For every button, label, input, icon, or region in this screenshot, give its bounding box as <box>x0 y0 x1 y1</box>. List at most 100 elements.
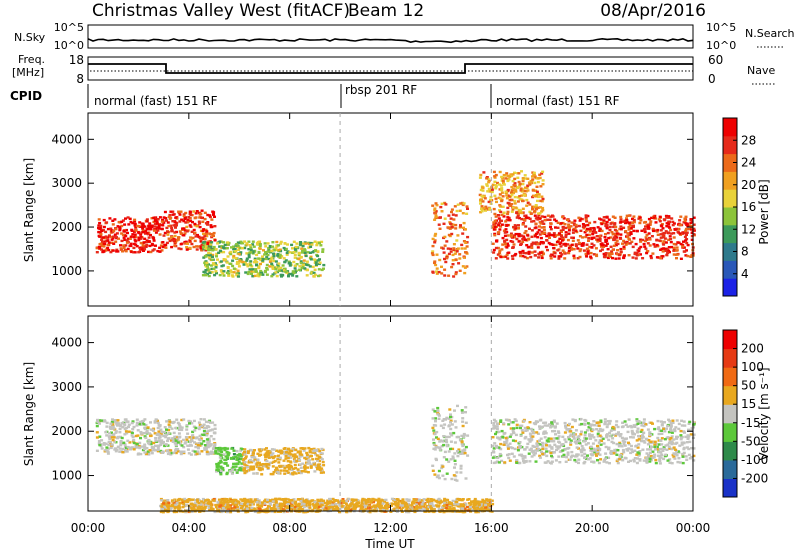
heatmap-cell <box>154 244 157 247</box>
heatmap-cell <box>438 216 442 219</box>
heatmap-cell <box>684 229 688 232</box>
heatmap-cell <box>174 447 178 451</box>
heatmap-cell <box>199 437 203 440</box>
heatmap-cell <box>192 228 196 232</box>
heatmap-cell <box>395 502 399 505</box>
heatmap-cell <box>548 233 552 237</box>
heatmap-cell <box>336 499 340 502</box>
heatmap-cell <box>683 217 687 220</box>
heatmap-cell <box>128 217 132 220</box>
heatmap-cell <box>292 458 296 461</box>
heatmap-cell <box>149 442 153 446</box>
heatmap-cell <box>280 275 283 278</box>
heatmap-cell <box>532 194 536 198</box>
heatmap-cell <box>235 500 239 503</box>
heatmap-cell <box>203 447 207 450</box>
heatmap-cell <box>513 195 517 199</box>
heatmap-cell <box>216 242 220 245</box>
heatmap-cell <box>485 177 489 180</box>
heatmap-cell <box>304 242 308 245</box>
heatmap-cell <box>435 253 439 256</box>
heatmap-cell <box>185 225 189 229</box>
heatmap-cell <box>490 188 494 191</box>
heatmap-cell <box>596 238 600 241</box>
heatmap-cell <box>557 257 561 260</box>
heatmap-cell <box>684 239 687 242</box>
heatmap-cell <box>251 268 255 271</box>
heatmap-cell <box>219 260 223 263</box>
heatmap-cell <box>400 504 404 507</box>
heatmap-cell <box>236 469 240 472</box>
heatmap-cell <box>105 449 109 453</box>
heatmap-cell <box>652 243 656 246</box>
heatmap-cell <box>372 500 375 504</box>
heatmap-cell <box>313 451 317 454</box>
heatmap-cell <box>488 508 492 512</box>
heatmap-cell <box>213 510 217 514</box>
heatmap-cell <box>462 510 466 514</box>
heatmap-cell <box>266 253 270 257</box>
heatmap-cell <box>316 459 319 462</box>
heatmap-cell <box>506 234 510 237</box>
heatmap-cell <box>434 500 438 503</box>
heatmap-cell <box>535 185 539 188</box>
heatmap-cell <box>462 226 465 229</box>
heatmap-cell <box>204 499 208 502</box>
heatmap-cell <box>444 438 448 442</box>
heatmap-cell <box>199 247 203 250</box>
heatmap-cell <box>450 265 454 269</box>
heatmap-cell <box>270 510 274 513</box>
heatmap-cell <box>263 253 267 256</box>
heatmap-cell <box>611 256 614 260</box>
heatmap-cell <box>268 265 272 268</box>
heatmap-cell <box>133 251 137 254</box>
heatmap-cell <box>227 508 230 511</box>
heatmap-cell <box>652 229 655 233</box>
heatmap-cell <box>670 232 674 235</box>
heatmap-cell <box>439 424 443 427</box>
heatmap-cell <box>314 249 318 252</box>
heatmap-cell <box>340 499 344 502</box>
heatmap-cell <box>202 237 206 241</box>
heatmap-cell <box>495 239 498 243</box>
heatmap-cell <box>148 432 151 435</box>
heatmap-cell <box>269 503 273 506</box>
heatmap-cell <box>296 498 300 501</box>
heatmap-cell <box>407 502 410 506</box>
heatmap-cell <box>321 460 325 464</box>
heatmap-cell <box>249 248 253 251</box>
heatmap-cell <box>205 434 209 437</box>
heatmap-cell <box>167 224 171 228</box>
heatmap-cell <box>291 247 294 250</box>
heatmap-cell <box>186 499 190 502</box>
heatmap-cell <box>452 508 456 511</box>
heatmap-cell <box>396 503 400 506</box>
heatmap-cell <box>204 426 208 430</box>
heatmap-cell <box>559 251 562 255</box>
heatmap-cell <box>235 458 239 461</box>
heatmap-cell <box>665 222 669 225</box>
heatmap-cell <box>303 456 307 460</box>
cpid-segment-3: normal (fast) 151 RF <box>496 94 620 108</box>
heatmap-cell <box>264 270 267 274</box>
heatmap-cell <box>618 253 621 257</box>
heatmap-cell <box>692 233 696 236</box>
heatmap-cell <box>511 173 515 176</box>
heatmap-cell <box>512 206 515 209</box>
heatmap-cell <box>291 270 295 273</box>
heatmap-cell <box>539 206 542 209</box>
heatmap-cell <box>166 230 169 233</box>
heatmap-cell <box>167 506 171 509</box>
heatmap-cell <box>286 507 290 510</box>
heatmap-cell <box>217 469 221 472</box>
heatmap-cell <box>229 470 233 473</box>
heatmap-cell <box>385 501 389 505</box>
heatmap-cell <box>272 248 276 251</box>
beam-label: Beam 12 <box>348 1 424 21</box>
heatmap-cell <box>665 225 669 228</box>
heatmap-cell <box>186 221 190 224</box>
heatmap-cell <box>497 231 501 234</box>
heatmap-cell <box>235 243 238 246</box>
heatmap-cell <box>365 499 368 503</box>
